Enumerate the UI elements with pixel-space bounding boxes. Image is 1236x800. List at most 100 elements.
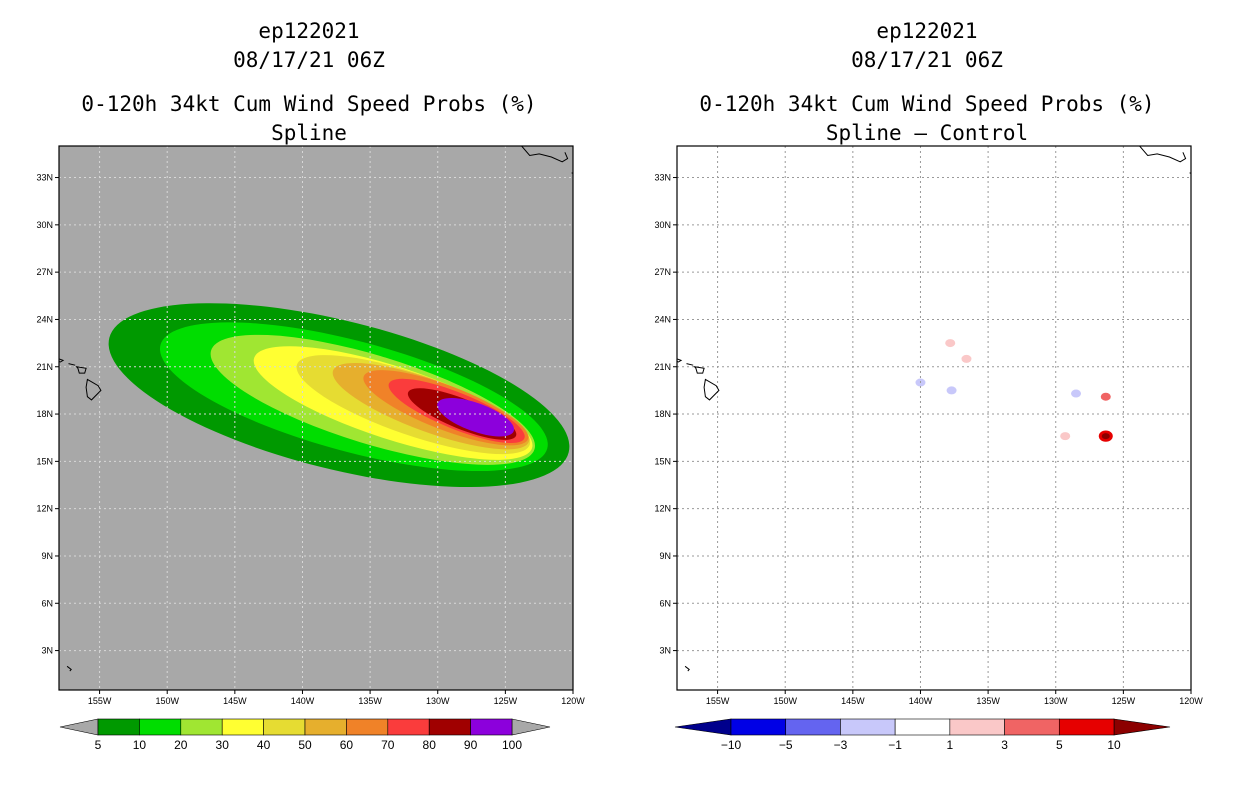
colorbar-label: 90 — [464, 738, 478, 752]
colorbar-label: 1 — [947, 738, 954, 752]
x-tick-label: 135W — [976, 696, 1000, 706]
colorbar-label: 20 — [174, 738, 188, 752]
x-tick-label: 150W — [155, 696, 179, 706]
colorbar-swatch — [346, 718, 389, 736]
colorbar-swatch — [840, 718, 896, 736]
y-tick-label: 3N — [659, 646, 671, 656]
kiritimati-island — [684, 665, 690, 672]
y-tick-label: 21N — [36, 362, 53, 372]
plot-frame — [676, 145, 1192, 691]
colorbar-swatch — [785, 718, 841, 736]
colorbar: 5 10 20 30 40 50 60 70 80 90 100 — [59, 718, 551, 752]
coastlines — [677, 146, 1191, 672]
colorbar-high-arrow — [511, 718, 551, 736]
y-tick-label: 30N — [36, 220, 53, 230]
gridlines — [59, 146, 573, 690]
colorbar-label: 50 — [298, 738, 312, 752]
molokai-island — [68, 363, 76, 366]
y-tick-label: 24N — [654, 314, 671, 324]
colorbar: −10 −5 −3 −1 1 3 5 10 — [674, 718, 1171, 752]
y-tick-label: 6N — [41, 598, 53, 608]
x-tick-label: 135W — [358, 696, 382, 706]
channel-island — [571, 172, 573, 174]
colorbar-swatch — [387, 718, 430, 736]
data-layer — [915, 339, 1113, 442]
panel-difference: ep122021 08/17/21 06Z 0-120h 34kt Cum Wi… — [618, 0, 1236, 800]
plot-background — [677, 146, 1191, 690]
oahu-island — [677, 358, 683, 363]
x-tick-label: 150W — [773, 696, 797, 706]
colorbar-swatch — [949, 718, 1005, 736]
oahu-island — [59, 358, 65, 363]
hawaii-island — [85, 378, 102, 401]
colorbar-swatch — [221, 718, 264, 736]
colorbar-label: 40 — [257, 738, 271, 752]
colorbar-swatch — [894, 718, 951, 736]
colorbar-swatch — [180, 718, 223, 736]
colorbar-label: −3 — [834, 738, 848, 752]
hawaii-island — [703, 378, 720, 401]
colorbar-label: 5 — [1056, 738, 1063, 752]
colorbar-label: 10 — [133, 738, 147, 752]
y-tick-label: 15N — [654, 456, 671, 466]
chart-subtitle: Spline – Control — [825, 121, 1029, 145]
axes: 155W 150W 145W 140W 135W 130W 125W 120W 3N 6N 9N 12… — [654, 173, 1203, 706]
colorbar-swatch — [428, 718, 471, 736]
diff-blob — [1060, 432, 1071, 441]
kiritimati-island — [66, 665, 72, 672]
chart-title: 0-120h 34kt Cum Wind Speed Probs (%) — [699, 92, 1155, 116]
colorbar-swatch — [1058, 718, 1115, 736]
colorbar-label: 70 — [381, 738, 395, 752]
y-tick-label: 15N — [36, 456, 53, 466]
maui-island — [75, 366, 87, 374]
y-tick-label: 18N — [654, 409, 671, 419]
molokai-island — [686, 363, 694, 366]
colorbar-low-arrow — [59, 718, 99, 736]
california-coast — [1139, 146, 1187, 163]
colorbar-label: −5 — [779, 738, 793, 752]
colorbar-label: 3 — [1001, 738, 1008, 752]
chart-subtitle: Spline — [271, 121, 347, 145]
panel-spline: ep122021 08/17/21 06Z 0-120h 34kt Cum Wi… — [36, 19, 585, 752]
y-tick-label: 18N — [36, 409, 53, 419]
colorbar-label: −10 — [721, 738, 742, 752]
x-tick-label: 140W — [909, 696, 933, 706]
x-tick-label: 155W — [88, 696, 112, 706]
gridlines — [677, 146, 1191, 690]
y-tick-label: 21N — [654, 362, 671, 372]
difference-map: 155W 150W 145W 140W 135W 130W 125W 120W3N6N9N12… — [654, 145, 1203, 752]
colorbar-swatch — [470, 718, 513, 736]
colorbar-label: 100 — [502, 738, 522, 752]
colorbar-label: 10 — [1107, 738, 1121, 752]
diff-blob — [1071, 389, 1082, 398]
channel-island — [1189, 172, 1191, 174]
x-tick-label: 130W — [1044, 696, 1068, 706]
y-tick-label: 9N — [41, 551, 53, 561]
x-tick-label: 125W — [494, 696, 518, 706]
datetime: 08/17/21 06Z — [233, 48, 385, 72]
coastlines — [59, 146, 573, 672]
colorbar-swatch — [1004, 718, 1060, 736]
x-tick-label: 140W — [291, 696, 315, 706]
colorbar-swatch — [263, 718, 306, 736]
x-tick-label: 155W — [706, 696, 730, 706]
datetime: 08/17/21 06Z — [851, 48, 1003, 72]
y-tick-label: 30N — [654, 220, 671, 230]
y-tick-label: 27N — [36, 267, 53, 277]
colorbar-label: −1 — [888, 738, 902, 752]
x-tick-label: 120W — [1179, 696, 1203, 706]
x-tick-label: 125W — [1112, 696, 1136, 706]
x-tick-label: 120W — [561, 696, 585, 706]
probability-map: 155W 150W 145W 140W 135W 130W 125W 120W 3N 6N 9N 12… — [36, 145, 585, 752]
colorbar-label: 80 — [423, 738, 437, 752]
chart-title: 0-120h 34kt Cum Wind Speed Probs (%) — [81, 92, 537, 116]
y-tick-label: 6N — [659, 598, 671, 608]
y-tick-label: 9N — [659, 551, 671, 561]
colorbar-low-arrow — [674, 718, 732, 736]
storm-id: ep122021 — [258, 19, 360, 43]
colorbar-swatch — [730, 718, 787, 736]
colorbar-label: 5 — [95, 738, 102, 752]
y-tick-label: 3N — [41, 646, 53, 656]
california-coast — [521, 146, 569, 163]
axes: 155W 150W 145W 140W 135W 130W 125W 120W 3N 6N 9N 12… — [36, 173, 585, 706]
